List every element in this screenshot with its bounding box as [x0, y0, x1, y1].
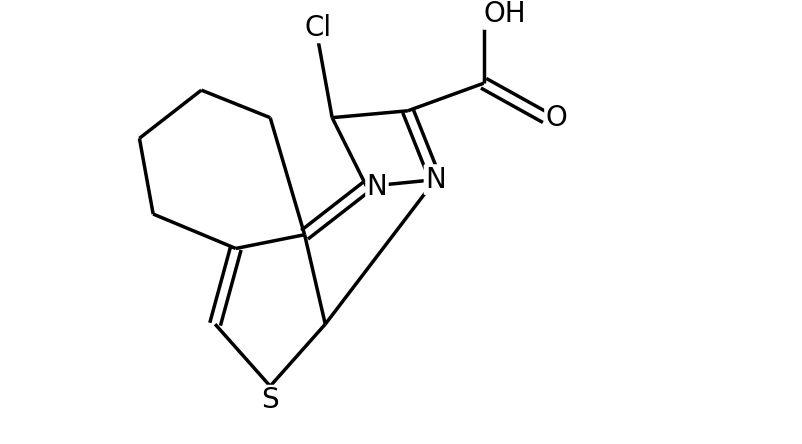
Text: O: O: [545, 103, 567, 132]
Text: OH: OH: [484, 0, 526, 28]
Text: N: N: [425, 166, 446, 194]
Text: N: N: [367, 173, 387, 201]
Text: Cl: Cl: [305, 14, 332, 42]
Text: S: S: [261, 386, 279, 414]
